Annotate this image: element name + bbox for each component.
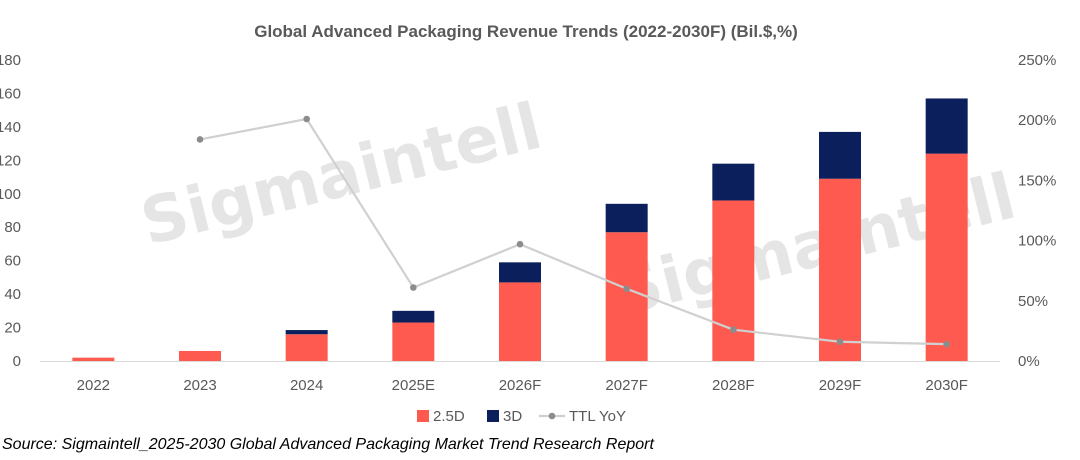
bar-3d — [392, 310, 435, 323]
legend-label: 2.5D — [433, 408, 465, 425]
chart: Global Advanced Packaging Revenue Trends… — [0, 22, 1056, 425]
x-tick-label: 2023 — [183, 377, 216, 394]
x-tick-label: 2029F — [819, 377, 862, 394]
bar-2-5d — [72, 357, 115, 361]
y-left-tick-label: 180 — [0, 52, 21, 69]
legend-swatch-2-5d — [417, 410, 429, 422]
y-right-tick-label: 150% — [1018, 172, 1056, 189]
y-left-tick-label: 0 — [13, 353, 21, 370]
line-point-ttl-yoy — [303, 115, 310, 123]
bar-2-5d — [392, 322, 435, 361]
source-note: Source: Sigmaintell_2025-2030 Global Adv… — [2, 436, 654, 453]
x-tick-label: 2027F — [605, 377, 648, 394]
bar-3d — [605, 203, 648, 233]
bar-3d — [819, 131, 861, 179]
bar-3d — [925, 98, 968, 154]
legend-marker-ttl-yoy — [548, 412, 556, 420]
legend-label: 3D — [503, 408, 522, 425]
y-left-tick-label: 140 — [0, 119, 21, 136]
legend-swatch-3d — [487, 410, 499, 422]
bar-3d — [499, 262, 541, 283]
line-point-ttl-yoy — [943, 340, 950, 348]
x-tick-label: 2026F — [499, 377, 542, 394]
bar-3d — [712, 163, 755, 201]
y-left-tick-label: 100 — [0, 186, 21, 203]
y-left-tick-label: 80 — [4, 219, 21, 236]
line-ttl-yoy — [199, 117, 947, 346]
bar-2-5d — [605, 232, 648, 361]
line-point-ttl-yoy — [623, 285, 630, 293]
x-tick-label: 2025E — [392, 377, 435, 394]
bar-2-5d — [285, 334, 328, 361]
line-point-ttl-yoy — [196, 136, 204, 143]
line-point-ttl-yoy — [516, 240, 524, 248]
plot-area: 0 20 40 60 80 100 120 140 160 180 0% 50% 100% 150% 200… — [0, 52, 1056, 394]
y-left-tick-label: 20 — [4, 320, 21, 337]
bar-2-5d — [712, 200, 755, 361]
x-tick-label: 2030F — [925, 377, 968, 394]
y-right-tick-label: 50% — [1018, 293, 1048, 310]
x-tick-label: 2028F — [712, 377, 755, 394]
y-left-tick-label: 120 — [0, 152, 21, 169]
y-right-tick-label: 0% — [1018, 353, 1040, 370]
y-left-tick-label: 160 — [0, 85, 21, 102]
bar-2-5d — [925, 153, 968, 361]
bar-2-5d — [499, 282, 541, 361]
y-left-tick-label: 60 — [4, 253, 21, 270]
y-left-tick-label: 40 — [4, 286, 21, 303]
line-point-ttl-yoy — [410, 284, 417, 291]
bar-2-5d — [179, 350, 221, 361]
x-tick-label: 2024 — [290, 377, 323, 394]
line-point-ttl-yoy — [730, 326, 737, 333]
y-right-tick-label: 100% — [1018, 233, 1056, 250]
y-right-tick-label: 200% — [1018, 112, 1056, 129]
chart-title: Global Advanced Packaging Revenue Trends… — [254, 22, 798, 41]
y-right-tick-label: 250% — [1018, 52, 1056, 69]
x-tick-label: 2022 — [77, 377, 110, 394]
bar-3d — [285, 330, 328, 335]
legend: 2.5D 3D TTL YoY — [417, 408, 626, 425]
line-point-ttl-yoy — [836, 338, 844, 346]
bar-2-5d — [819, 178, 861, 361]
legend-label: TTL YoY — [569, 408, 626, 425]
